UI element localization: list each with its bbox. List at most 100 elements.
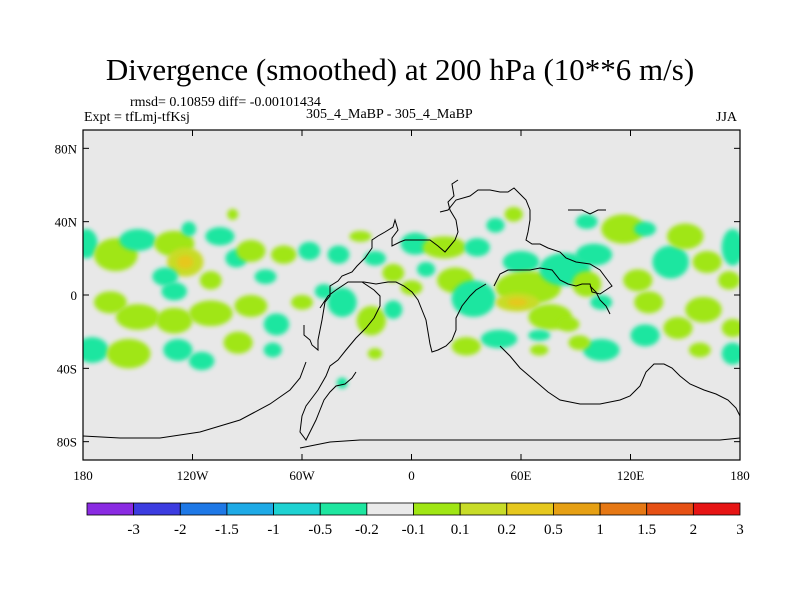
colorbar-swatch	[413, 502, 461, 516]
field-region	[464, 238, 490, 257]
colorbar-label: 0.1	[451, 522, 470, 538]
field-region	[364, 251, 386, 266]
field-region	[152, 267, 178, 286]
field-region	[400, 280, 423, 295]
x-tick-label: 180	[73, 468, 93, 483]
colorbar-label: 0.5	[544, 522, 563, 538]
x-tick-label: 120W	[177, 468, 210, 483]
field-region	[254, 269, 277, 284]
colorbar-swatch	[273, 502, 321, 516]
field-region	[590, 295, 613, 310]
field-region	[718, 271, 740, 290]
field-region	[652, 245, 689, 279]
field-region	[327, 245, 350, 264]
colorbar-label: -0.2	[355, 522, 379, 538]
field-region	[692, 251, 722, 273]
field-region	[422, 236, 467, 259]
field-region	[667, 223, 704, 250]
field-region	[327, 287, 357, 318]
field-region	[416, 262, 436, 277]
x-tick-label: 60W	[289, 468, 315, 483]
y-tick-label: 80S	[57, 435, 77, 450]
experiment-label: Expt = tfLmj-tfKsj	[84, 110, 190, 125]
field-region	[223, 331, 253, 354]
colorbar-label: 1.5	[637, 522, 656, 538]
field-core	[507, 298, 528, 307]
colorbar-swatch	[506, 502, 554, 516]
field-region	[583, 339, 620, 361]
colorbar-label: -0.5	[308, 522, 332, 538]
coastline-layer	[83, 179, 740, 449]
field-region	[688, 342, 711, 358]
colorbar-label: -1	[267, 522, 280, 538]
season-label: JJA	[716, 110, 738, 125]
field-region	[480, 329, 518, 349]
y-tick-label: 80N	[55, 141, 78, 156]
field-region	[263, 342, 282, 358]
colorbar-label: 2	[690, 522, 698, 538]
field-region	[115, 304, 160, 330]
chart-title: Divergence (smoothed) at 200 hPa (10**6 …	[105, 52, 695, 87]
colorbar-label: 1	[596, 522, 604, 538]
comparison-label: 305_4_MaBP - 305_4_MaBP	[306, 107, 473, 122]
field-region	[298, 241, 321, 261]
field-region	[400, 232, 430, 255]
field-region	[575, 243, 613, 266]
coastline-antarctica-east	[299, 437, 740, 449]
colorbar-swatch	[366, 502, 414, 516]
field-region	[663, 317, 693, 339]
y-tick-label: 40N	[55, 215, 78, 230]
x-tick-label: 0	[408, 468, 415, 483]
field-region	[263, 313, 290, 336]
x-tick-label: 120E	[617, 468, 645, 483]
field-region	[721, 318, 740, 338]
field-region	[106, 339, 151, 369]
field-region	[367, 348, 383, 360]
field-region	[685, 296, 722, 323]
colorbar-swatch	[319, 502, 368, 516]
field-region	[163, 339, 193, 361]
field-region	[504, 207, 523, 222]
colorbar-swatch	[86, 502, 135, 516]
colorbar-swatch	[179, 502, 228, 516]
colorbar-label: -3	[127, 522, 140, 538]
field-region	[486, 218, 505, 233]
field-region	[83, 337, 109, 363]
colorbar-swatch	[599, 502, 648, 516]
field-region	[528, 329, 551, 341]
field-region	[188, 351, 215, 371]
y-tick-label: 0	[71, 288, 78, 303]
field-region	[83, 229, 98, 259]
field-region	[236, 240, 266, 262]
colorbar-label: 3	[736, 522, 744, 538]
field-region	[384, 300, 403, 319]
field-region	[314, 284, 334, 299]
field-region	[199, 271, 222, 290]
field-region	[291, 295, 313, 310]
colorbar-label: 0.2	[497, 522, 516, 538]
field-region	[451, 280, 496, 317]
field-region	[156, 307, 193, 334]
field-region	[119, 229, 156, 251]
field-region	[634, 291, 664, 314]
field-region	[630, 324, 660, 347]
colorbar-swatch	[646, 502, 694, 516]
colorbar-swatch	[553, 502, 601, 516]
field-region	[568, 335, 591, 350]
coastline-africa	[354, 281, 487, 353]
x-tick-label: 60E	[511, 468, 532, 483]
field-region	[721, 342, 740, 365]
colorbar-swatch	[226, 502, 274, 516]
colorbar-label: -0.1	[402, 522, 426, 538]
field-region	[382, 263, 405, 283]
coastline-kamchatka	[568, 209, 606, 215]
field-region	[502, 251, 540, 273]
field-region	[181, 221, 197, 237]
field-region	[575, 214, 598, 230]
colorbar-label: -2	[174, 522, 187, 538]
field-region	[557, 317, 580, 332]
colorbar-label: -1.5	[215, 522, 239, 538]
field-region	[634, 221, 657, 237]
field-region	[188, 300, 233, 327]
